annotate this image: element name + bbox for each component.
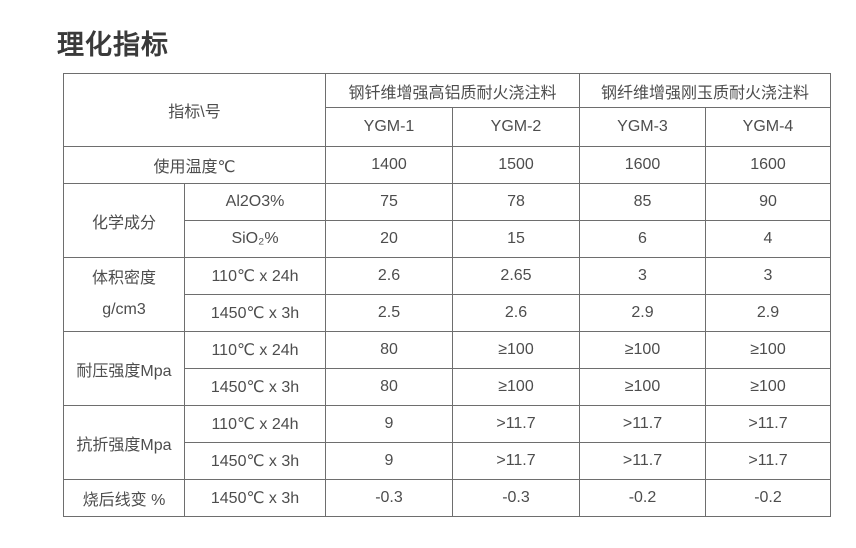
table-header-row-models: YGM-1 YGM-2 YGM-3 YGM-4 [64, 107, 831, 147]
value-cell: 1400 [325, 146, 453, 184]
value-cell: ≥100 [705, 368, 831, 406]
value-cell: ≥100 [452, 331, 580, 369]
corner-cell: 指标\号 [63, 73, 326, 147]
table-row-sio2: SiO₂% 20 15 6 4 [64, 220, 831, 258]
value-cell: ≥100 [579, 331, 706, 369]
table-row-density-110: 体积密度 g/cm3 110℃ x 24h 2.6 2.65 3 3 [63, 257, 831, 332]
row-group-chemical: 化学成分 [63, 183, 185, 258]
row-group-density-line1: 体积密度 [91, 270, 156, 288]
value-cell: >11.7 [579, 405, 706, 443]
value-cell: -0.2 [579, 479, 706, 517]
value-cell: ≥100 [705, 331, 831, 369]
condition-cell: 1450℃ x 3h [184, 442, 326, 480]
model-header-ygm1: YGM-1 [325, 107, 453, 147]
model-header-ygm2: YGM-2 [452, 107, 580, 147]
value-cell: 2.9 [705, 294, 831, 332]
value-cell: >11.7 [705, 405, 831, 443]
value-cell: >11.7 [579, 442, 706, 480]
row-group-linear-change: 烧后线变 % [63, 479, 185, 517]
value-cell: 90 [705, 183, 831, 221]
value-cell: 3 [705, 257, 831, 295]
table-row-al2o3: 化学成分 Al2O3% 75 78 85 90 [63, 183, 831, 258]
row-group-density: 体积密度 g/cm3 [63, 257, 185, 332]
table-row-flexural-1450: 1450℃ x 3h 9 >11.7 >11.7 >11.7 [64, 442, 831, 480]
condition-cell: 110℃ x 24h [184, 257, 326, 295]
value-cell: -0.2 [705, 479, 831, 517]
condition-cell: 110℃ x 24h [184, 405, 326, 443]
table-row-flexural-110: 抗折强度Mpa 110℃ x 24h 9 >11.7 >11.7 >11.7 [63, 405, 831, 480]
value-cell: 9 [325, 442, 453, 480]
value-cell: 1600 [705, 146, 831, 184]
value-cell: 78 [452, 183, 580, 221]
table-row-service-temp: 使用温度℃ 1400 1500 1600 1600 [63, 146, 831, 184]
table-row-compressive-1450: 1450℃ x 3h 80 ≥100 ≥100 ≥100 [64, 368, 831, 406]
condition-cell: 110℃ x 24h [184, 331, 326, 369]
row-group-compressive: 耐压强度Mpa [63, 331, 185, 406]
value-cell: 2.65 [452, 257, 580, 295]
condition-cell: 1450℃ x 3h [184, 479, 326, 517]
group-header-high-alumina: 钢钎维增强高铝质耐火浇注料 [325, 73, 580, 108]
value-cell: 2.9 [579, 294, 706, 332]
value-cell: 2.6 [452, 294, 580, 332]
row-label-service-temp: 使用温度℃ [63, 146, 326, 184]
value-cell: -0.3 [452, 479, 580, 517]
page-title: 理化指标 [57, 30, 169, 60]
table-header-row-groups: 指标\号 钢钎维增强高铝质耐火浇注料 钢纤维增强刚玉质耐火浇注料 [63, 73, 831, 147]
value-cell: 20 [325, 220, 453, 258]
value-cell: 1600 [579, 146, 706, 184]
condition-cell: 1450℃ x 3h [184, 294, 326, 332]
condition-cell: Al2O3% [184, 183, 326, 221]
value-cell: >11.7 [452, 405, 580, 443]
value-cell: ≥100 [579, 368, 706, 406]
condition-cell: 1450℃ x 3h [184, 368, 326, 406]
value-cell: 9 [325, 405, 453, 443]
value-cell: >11.7 [452, 442, 580, 480]
value-cell: 1500 [452, 146, 580, 184]
model-header-ygm3: YGM-3 [579, 107, 706, 147]
table-row-compressive-110: 耐压强度Mpa 110℃ x 24h 80 ≥100 ≥100 ≥100 [63, 331, 831, 406]
group-header-corundum: 钢纤维增强刚玉质耐火浇注料 [579, 73, 831, 108]
value-cell: 3 [579, 257, 706, 295]
condition-cell: SiO₂% [184, 220, 326, 258]
value-cell: 75 [325, 183, 453, 221]
table-row-linear-change: 烧后线变 % 1450℃ x 3h -0.3 -0.3 -0.2 -0.2 [63, 479, 831, 517]
value-cell: 80 [325, 331, 453, 369]
value-cell: 4 [705, 220, 831, 258]
value-cell: >11.7 [705, 442, 831, 480]
value-cell: 15 [452, 220, 580, 258]
spec-table: 指标\号 钢钎维增强高铝质耐火浇注料 钢纤维增强刚玉质耐火浇注料 YGM-1 Y… [63, 73, 831, 517]
value-cell: 80 [325, 368, 453, 406]
model-header-ygm4: YGM-4 [705, 107, 831, 147]
value-cell: 2.5 [325, 294, 453, 332]
value-cell: ≥100 [452, 368, 580, 406]
row-group-flexural: 抗折强度Mpa [63, 405, 185, 480]
value-cell: 85 [579, 183, 706, 221]
value-cell: -0.3 [325, 479, 453, 517]
row-group-density-line2: g/cm3 [102, 300, 146, 318]
value-cell: 6 [579, 220, 706, 258]
value-cell: 2.6 [325, 257, 453, 295]
